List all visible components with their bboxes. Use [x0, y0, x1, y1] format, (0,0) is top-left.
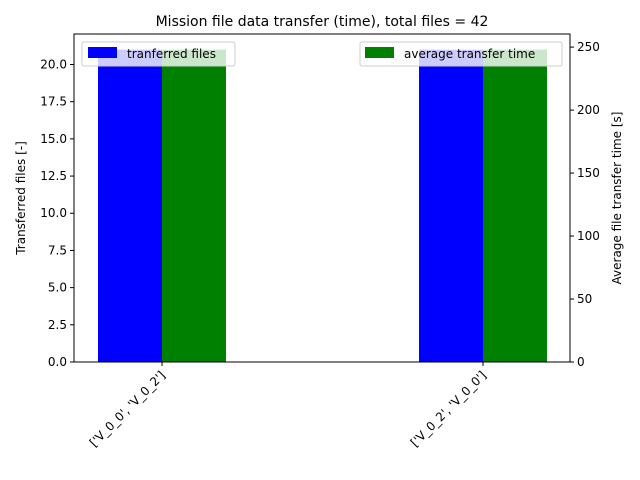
right-axis-ticks: 0 50 100 150 200 250 — [570, 40, 600, 369]
y-tick-label: 20.0 — [40, 57, 67, 71]
legend-left: tranferred files — [81, 41, 236, 67]
legend-label-transferred: tranferred files — [127, 47, 216, 61]
chart-title: Mission file data transfer (time), total… — [156, 14, 489, 30]
y2-axis-label: Average file transfer time [s] — [610, 112, 624, 285]
bar-time-1 — [162, 49, 226, 362]
legend-right: average transfer time — [359, 41, 563, 67]
y-tick-label: 7.5 — [48, 243, 67, 257]
y-tick-label: 10.0 — [40, 206, 67, 220]
y2-tick-label: 250 — [577, 40, 600, 54]
legend-swatch-time — [365, 47, 394, 58]
y2-tick-label: 200 — [577, 103, 600, 117]
bar-transferred-1 — [98, 49, 162, 362]
y-tick-label: 12.5 — [40, 169, 67, 183]
y2-tick-label: 150 — [577, 166, 600, 180]
legend-right-box — [359, 41, 563, 67]
y2-tick-label: 50 — [577, 292, 592, 306]
left-axis-ticks: 0.0 2.5 5.0 7.5 10.0 12.5 15.0 17.5 20.0 — [40, 57, 74, 369]
legend-swatch-transferred — [88, 47, 117, 58]
bar-time-2 — [483, 49, 547, 362]
x-tick-label: ['V_0_2', 'V_0_0'] — [408, 368, 489, 449]
bars-group — [98, 49, 547, 362]
y-tick-label: 15.0 — [40, 132, 67, 146]
y-axis-label: Transferred files [-] — [14, 141, 28, 256]
x-tick-label: ['V_0_0', 'V_0_2'] — [87, 368, 168, 449]
legend-label-time: average transfer time — [404, 47, 535, 61]
y-tick-label: 5.0 — [48, 281, 67, 295]
bar-transferred-2 — [419, 49, 483, 362]
plot-frame — [73, 33, 571, 363]
y2-tick-label: 0 — [577, 355, 585, 369]
legend-left-box — [81, 41, 236, 67]
y-tick-label: 0.0 — [48, 355, 67, 369]
x-axis-ticks: ['V_0_0', 'V_0_2'] ['V_0_2', 'V_0_0'] — [87, 362, 489, 450]
y-tick-label: 2.5 — [48, 318, 67, 332]
y2-tick-label: 100 — [577, 229, 600, 243]
y-tick-label: 17.5 — [40, 95, 67, 109]
